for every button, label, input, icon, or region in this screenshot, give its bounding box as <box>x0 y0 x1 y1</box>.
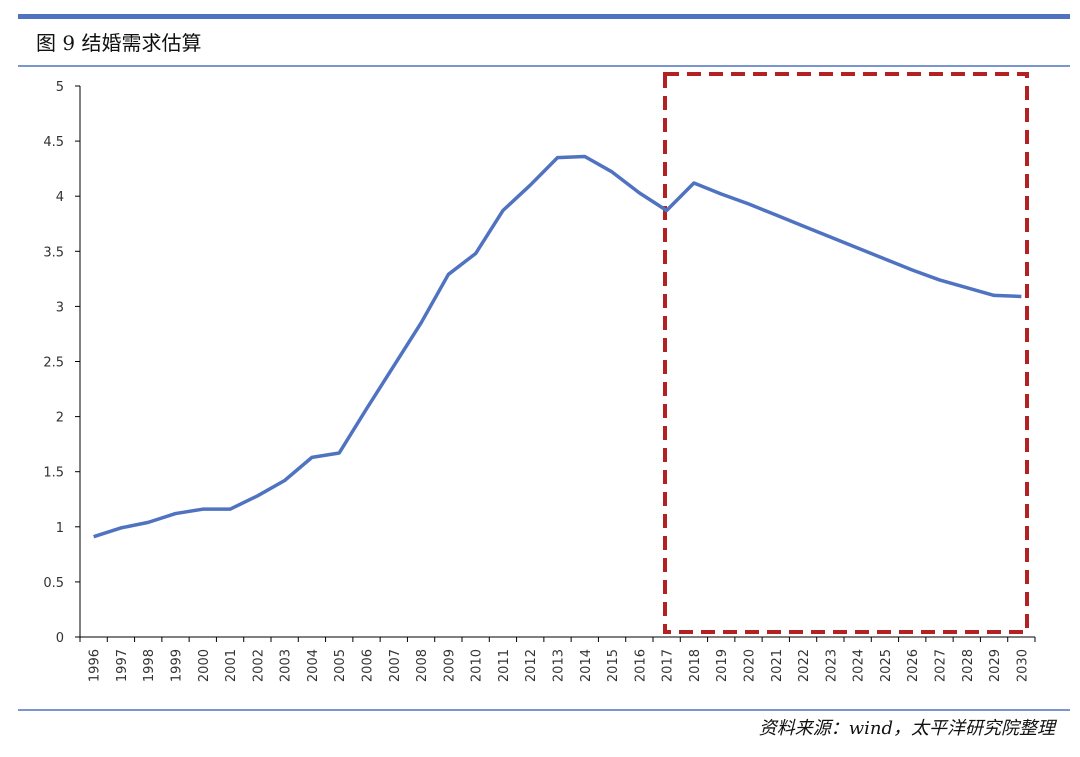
y-tick-label: 3 <box>56 300 64 315</box>
x-tick-label: 2030 <box>1015 649 1030 682</box>
source-note: 资料来源：wind，太平洋研究院整理 <box>759 718 1058 739</box>
x-tick-label: 2021 <box>770 649 785 682</box>
x-tick-label: 2026 <box>906 649 921 682</box>
x-tick-label: 2019 <box>715 649 730 682</box>
x-tick-label: 2010 <box>470 649 485 682</box>
x-tick-label: 2011 <box>497 649 512 682</box>
x-tick-label: 2005 <box>333 649 348 682</box>
x-tick-label: 2029 <box>988 649 1003 682</box>
y-tick-label: 5 <box>56 80 64 95</box>
x-tick-label: 2008 <box>415 649 430 682</box>
x-tick-label: 2015 <box>606 649 621 682</box>
x-tick-label: 2014 <box>579 649 594 682</box>
y-tick-label: 0 <box>56 631 64 646</box>
x-tick-label: 2009 <box>442 649 457 682</box>
x-tick-label: 2012 <box>524 649 539 682</box>
x-tick-label: 1996 <box>88 649 103 682</box>
x-tick-label: 2002 <box>251 649 266 682</box>
line-series <box>93 154 1022 539</box>
x-tick-label: 2017 <box>661 649 676 682</box>
x-tick-label: 2003 <box>279 649 294 682</box>
y-tick-label: 4 <box>56 190 64 205</box>
x-tick-label: 2007 <box>388 649 403 682</box>
chart-title: 图 9 结婚需求估算 <box>36 31 201 55</box>
x-tick-label: 1999 <box>170 649 185 682</box>
y-tick-label: 1 <box>56 521 64 536</box>
x-tick-label: 2025 <box>879 649 894 682</box>
y-tick-label: 4.5 <box>43 135 64 150</box>
x-tick-label: 2001 <box>224 649 239 682</box>
x-tick-label: 2024 <box>852 649 867 682</box>
x-tick-label: 2006 <box>361 649 376 682</box>
y-tick-label: 0.5 <box>43 576 64 591</box>
y-tick-label: 2.5 <box>43 356 64 371</box>
x-tick-label: 2004 <box>306 649 321 682</box>
x-tick-label: 2028 <box>961 649 976 682</box>
y-tick-label: 1.5 <box>43 466 64 481</box>
x-tick-label: 2016 <box>633 649 648 682</box>
x-tick-label: 2020 <box>743 649 758 682</box>
x-tick-label: 2027 <box>934 649 949 682</box>
x-tick-label: 1997 <box>115 649 130 682</box>
x-tick-label: 1998 <box>142 649 157 682</box>
x-tick-label: 2018 <box>688 649 703 682</box>
x-tick-label: 2000 <box>197 649 212 682</box>
y-tick-label: 2 <box>56 411 64 426</box>
x-tick-label: 2013 <box>552 649 567 682</box>
forecast-box <box>663 72 1029 634</box>
x-tick-label: 2022 <box>797 649 812 682</box>
top-bar <box>18 14 1070 19</box>
x-tick-label: 2023 <box>824 649 839 682</box>
y-tick-label: 3.5 <box>43 245 64 260</box>
